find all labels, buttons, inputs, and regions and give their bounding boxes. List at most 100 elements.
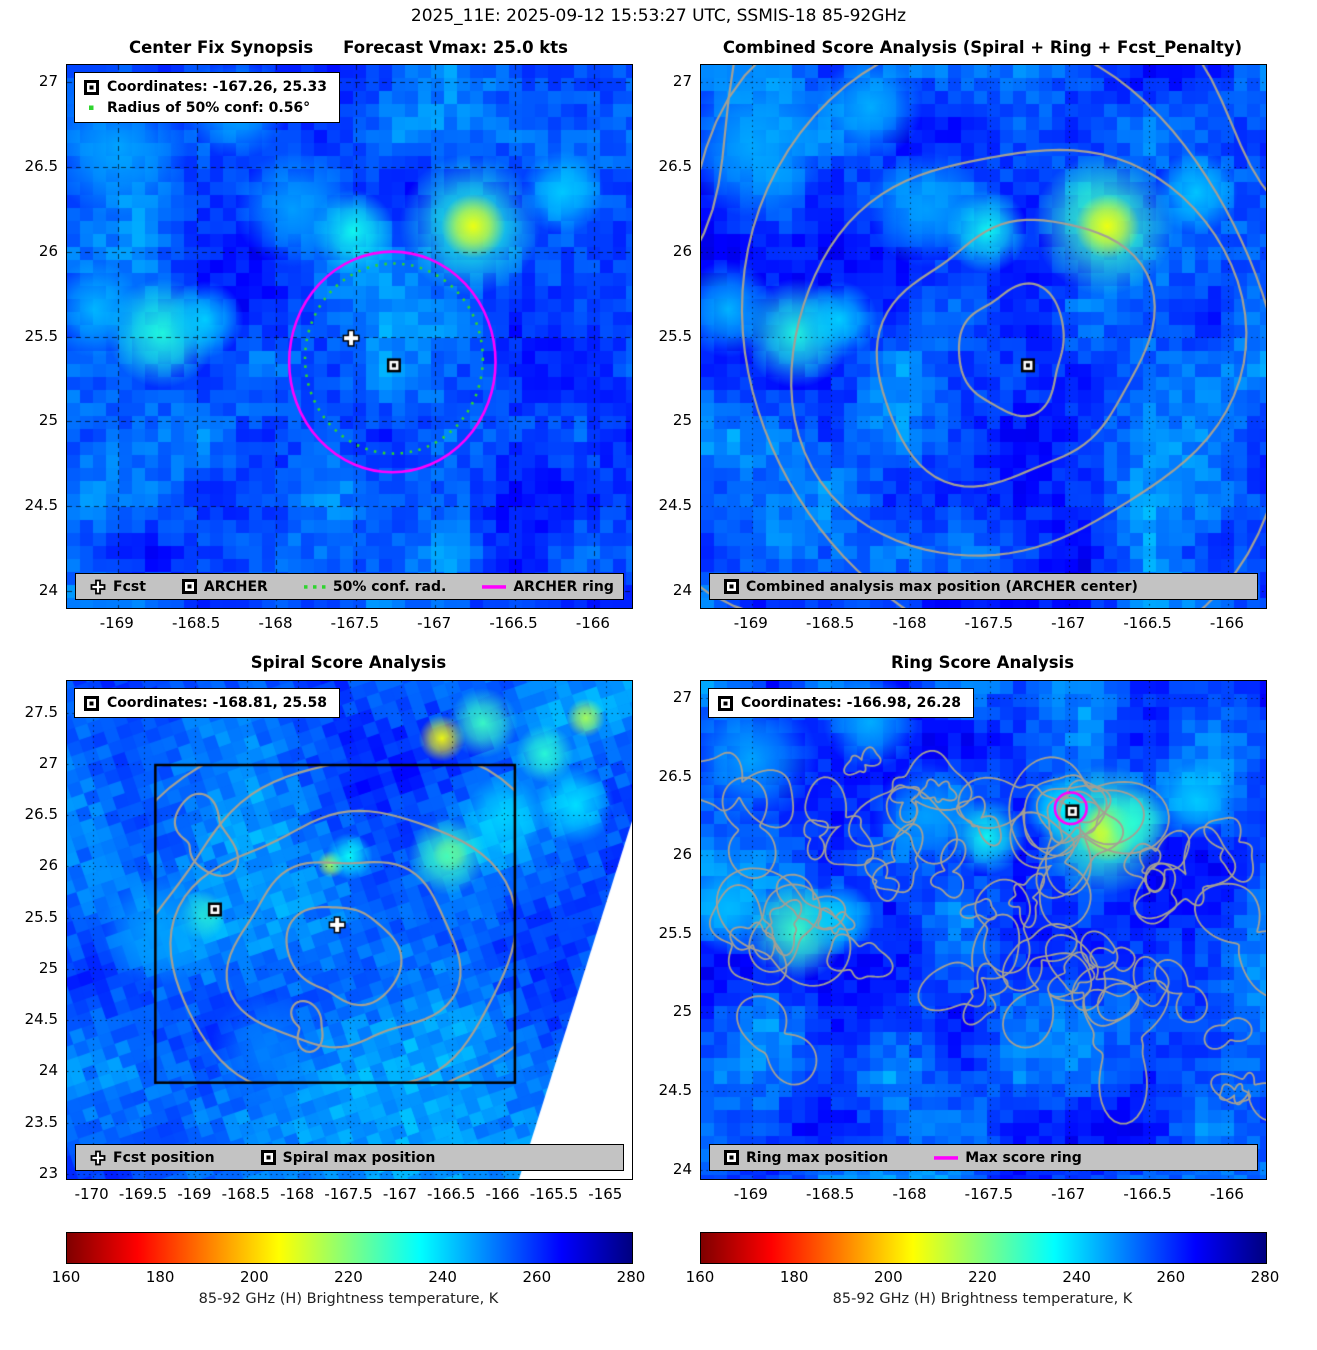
y-tick-label: 26.5 bbox=[658, 766, 692, 785]
y-tick-label: 24.5 bbox=[658, 1081, 692, 1100]
colorbar-label-left: 85-92 GHz (H) Brightness temperature, K bbox=[198, 1291, 499, 1307]
colorbar-tick-label: 240 bbox=[1062, 1268, 1091, 1286]
y-axis-spiral-score: 23 23.5 24 24.5 25 25.5 26 26.5 27 27.5 bbox=[14, 680, 62, 1182]
y-tick-label: 27 bbox=[672, 688, 692, 707]
x-axis-combined-score: -169 -168.5 -168 -167.5 -167 -166.5 -166 bbox=[700, 612, 1265, 632]
x-tick-label: -167.5 bbox=[964, 614, 1014, 632]
archer-marker-icon bbox=[84, 79, 99, 95]
colorbar-tick-label: 200 bbox=[240, 1268, 269, 1286]
x-axis-spiral-score: -170 -169.5 -169 -168.5 -168 -167.5 -167 -166.5… bbox=[66, 1183, 631, 1203]
info-box-spiral-score: Coordinates: -168.81, 25.58 bbox=[74, 688, 340, 718]
x-tick-label: -167.5 bbox=[330, 614, 380, 632]
y-tick-label: 27.5 bbox=[24, 702, 58, 721]
x-tick-label: -168 bbox=[258, 614, 293, 632]
x-axis-ring-score: -169 -168.5 -168 -167.5 -167 -166.5 -166 bbox=[700, 1183, 1265, 1203]
colorbar-right bbox=[700, 1232, 1267, 1264]
plot-center-fix: Coordinates: -167.26, 25.33 Radius of 50… bbox=[66, 64, 633, 609]
x-tick-label: -168.5 bbox=[171, 614, 221, 632]
y-tick-label: 27 bbox=[672, 71, 692, 90]
colorbar-tick-label: 200 bbox=[874, 1268, 903, 1286]
panel-title-text: Center Fix Synopsis bbox=[128, 38, 314, 57]
y-tick-label: 25.5 bbox=[658, 326, 692, 345]
x-tick-label: -168.5 bbox=[805, 614, 855, 632]
coordinates-row: Coordinates: -166.98, 26.28 bbox=[718, 695, 961, 711]
ring-line-icon bbox=[934, 1155, 959, 1160]
colorbar-tick-label: 160 bbox=[685, 1268, 715, 1286]
heatmap-canvas-ring-score bbox=[701, 681, 1266, 1179]
x-tick-label: -168 bbox=[892, 614, 927, 632]
x-axis-center-fix: -169 -168.5 -168 -167.5 -167 -166.5 -166 bbox=[66, 612, 631, 632]
square-marker-icon bbox=[181, 579, 197, 594]
legend-item-combined-max: Combined analysis max position (ARCHER c… bbox=[724, 579, 1138, 595]
ring-line-icon bbox=[482, 584, 507, 589]
x-tick-label: -170 bbox=[74, 1185, 109, 1203]
legend-spiral-score: Fcst position Spiral max position bbox=[75, 1144, 624, 1171]
square-marker-icon bbox=[724, 1150, 739, 1165]
heatmap-canvas-center-fix bbox=[67, 65, 632, 608]
legend-item-archer-ring: ARCHER ring bbox=[482, 579, 614, 595]
legend-label: Fcst bbox=[113, 578, 146, 595]
coordinates-row: Coordinates: -168.81, 25.58 bbox=[84, 695, 327, 711]
legend-label: Max score ring bbox=[965, 1149, 1082, 1166]
y-tick-label: 23.5 bbox=[24, 1112, 58, 1131]
y-tick-label: 24 bbox=[38, 581, 58, 600]
y-tick-label: 26 bbox=[38, 241, 58, 260]
square-marker-icon bbox=[724, 579, 739, 594]
legend-item-fcst: Fcst bbox=[90, 579, 146, 595]
legend-item-fcst-position: Fcst position bbox=[90, 1150, 215, 1166]
conf-radius-row: Radius of 50% conf: 0.56° bbox=[84, 100, 327, 116]
panel-title-spiral-score: Spiral Score Analysis bbox=[250, 653, 447, 672]
y-tick-label: 24.5 bbox=[658, 496, 692, 515]
y-tick-label: 27 bbox=[38, 71, 58, 90]
legend-center-fix: Fcst ARCHER 50% conf. rad. ARCHER ring bbox=[75, 573, 624, 600]
x-tick-label: -167.5 bbox=[324, 1185, 373, 1203]
x-tick-label: -166 bbox=[575, 614, 610, 632]
legend-label: Spiral max position bbox=[282, 1149, 436, 1166]
x-tick-label: -167 bbox=[1051, 1185, 1086, 1203]
colorbar-tick-label: 260 bbox=[1156, 1268, 1186, 1286]
y-tick-label: 25 bbox=[38, 411, 58, 430]
y-tick-label: 24.5 bbox=[24, 1010, 58, 1029]
y-tick-label: 25.5 bbox=[658, 923, 692, 942]
y-tick-label: 26 bbox=[672, 241, 692, 260]
y-tick-label: 25 bbox=[672, 411, 692, 430]
x-tick-label: -169 bbox=[733, 614, 768, 632]
coordinates-text: Coordinates: -167.26, 25.33 bbox=[107, 79, 327, 95]
x-tick-label: -166.5 bbox=[489, 614, 538, 632]
colorbar-tick-label: 240 bbox=[428, 1268, 457, 1286]
y-tick-label: 25 bbox=[672, 1002, 692, 1021]
legend-item-spiral-max: Spiral max position bbox=[260, 1149, 436, 1166]
legend-ring-score: Ring max position Max score ring bbox=[709, 1144, 1258, 1171]
x-tick-label: -167.5 bbox=[964, 1185, 1014, 1203]
y-tick-label: 24 bbox=[38, 1061, 58, 1080]
legend-item-conf-radius: 50% conf. rad. bbox=[303, 579, 446, 595]
y-tick-label: 25.5 bbox=[24, 326, 58, 345]
x-tick-label: -167 bbox=[382, 1185, 417, 1203]
y-tick-label: 25.5 bbox=[24, 907, 58, 926]
cross-icon bbox=[90, 579, 106, 594]
coordinates-text: Coordinates: -166.98, 26.28 bbox=[741, 695, 961, 711]
y-tick-label: 24 bbox=[672, 581, 692, 600]
legend-label: Ring max position bbox=[746, 1149, 889, 1166]
panel-title-combined-score: Combined Score Analysis (Spiral + Ring +… bbox=[722, 38, 1243, 57]
legend-combined-score: Combined analysis max position (ARCHER c… bbox=[709, 573, 1258, 600]
colorbar-tick-label: 160 bbox=[51, 1268, 81, 1286]
y-axis-ring-score: 24 24.5 25 25.5 26 26.5 27 bbox=[648, 680, 696, 1178]
x-tick-label: -169 bbox=[177, 1185, 212, 1203]
x-tick-label: -167 bbox=[1051, 614, 1086, 632]
colorbar-tick-label: 220 bbox=[968, 1268, 997, 1286]
plot-spiral-score: Coordinates: -168.81, 25.58 Fcst positio… bbox=[66, 680, 633, 1180]
y-tick-label: 23 bbox=[38, 1163, 58, 1182]
coordinates-text: Coordinates: -168.81, 25.58 bbox=[107, 695, 327, 711]
y-axis-center-fix: 24 24.5 25 25.5 26 26.5 27 bbox=[14, 64, 62, 607]
y-tick-label: 26.5 bbox=[658, 156, 692, 175]
colorbar-tick-label: 280 bbox=[1250, 1268, 1280, 1286]
y-tick-label: 26 bbox=[672, 845, 692, 864]
x-tick-label: -165 bbox=[588, 1185, 623, 1203]
x-tick-label: -166.5 bbox=[1123, 1185, 1172, 1203]
heatmap-canvas-combined-score bbox=[701, 65, 1266, 608]
info-box-center-fix: Coordinates: -167.26, 25.33 Radius of 50… bbox=[74, 72, 340, 123]
x-tick-label: -168.5 bbox=[221, 1185, 270, 1203]
coordinates-row: Coordinates: -167.26, 25.33 bbox=[84, 79, 327, 95]
dotted-line-icon bbox=[303, 584, 326, 589]
